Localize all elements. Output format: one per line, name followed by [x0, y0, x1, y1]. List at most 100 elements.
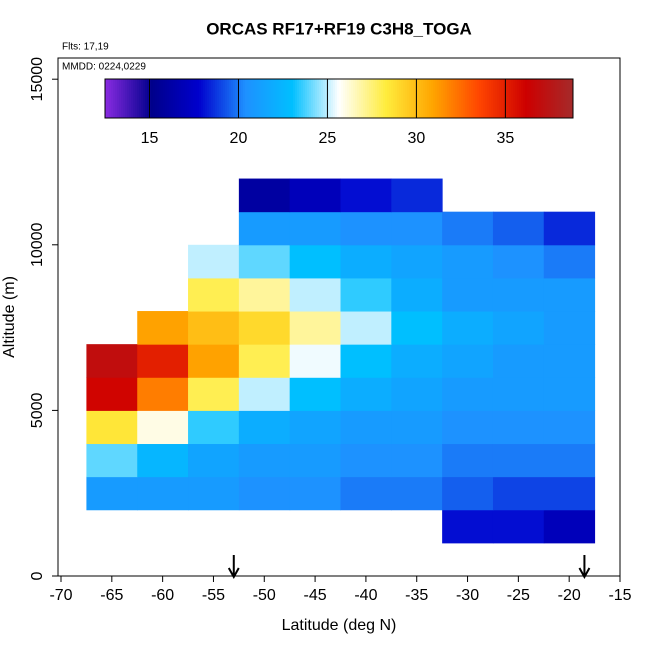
heatmap-cell	[137, 476, 189, 511]
heatmap-cell	[391, 277, 443, 312]
heatmap-cell	[188, 344, 240, 378]
heatmap-cell	[442, 211, 494, 246]
colorbar-swatch	[395, 79, 398, 118]
colorbar-swatch	[173, 79, 176, 118]
colorbar-swatch	[391, 79, 394, 118]
colorbar-swatch	[175, 79, 178, 118]
colorbar-swatch	[135, 79, 138, 118]
colorbar-swatch	[171, 79, 174, 118]
colorbar-swatch	[335, 79, 338, 118]
colorbar-swatch	[533, 79, 536, 118]
heatmap-cell	[340, 211, 392, 246]
colorbar-swatch	[455, 79, 458, 118]
y-tick-label: 0	[29, 571, 46, 580]
heatmap-cell	[86, 410, 138, 445]
colorbar-swatch	[423, 79, 426, 118]
arrow-marker	[227, 555, 240, 580]
colorbar-swatch	[253, 79, 256, 118]
colorbar-swatch	[247, 79, 250, 118]
heatmap-cell	[238, 443, 291, 478]
colorbar-swatch	[535, 79, 538, 118]
heatmap-cell	[340, 476, 392, 511]
colorbar-swatch	[543, 79, 546, 118]
heatmap-cell	[543, 410, 596, 445]
colorbar-tick-label: 20	[230, 130, 248, 147]
colorbar-swatch	[117, 79, 120, 118]
heatmap-cell	[137, 311, 189, 345]
colorbar-swatch	[545, 79, 548, 118]
colorbar-swatch	[193, 79, 196, 118]
colorbar-swatch	[485, 79, 488, 118]
colorbar-swatch	[401, 79, 404, 118]
heatmap-cell	[492, 211, 545, 246]
colorbar-swatch	[319, 79, 322, 118]
colorbar-swatch	[459, 79, 462, 118]
colorbar-swatch	[403, 79, 406, 118]
heatmap-cell	[188, 476, 240, 511]
colorbar-swatch	[255, 79, 258, 118]
y-tick-label: 15000	[29, 57, 46, 102]
colorbar-swatch	[195, 79, 198, 118]
colorbar-swatch	[547, 79, 550, 118]
colorbar-swatch	[225, 79, 228, 118]
heatmap-cell	[442, 377, 494, 411]
colorbar-swatch	[337, 79, 340, 118]
colorbar-swatch	[233, 79, 236, 118]
colorbar-swatch	[469, 79, 472, 118]
colorbar-swatch	[273, 79, 276, 118]
heatmap-cell	[238, 244, 291, 279]
colorbar-swatch	[167, 79, 170, 118]
heatmap-cell	[340, 311, 392, 345]
colorbar-swatch	[205, 79, 208, 118]
colorbar-swatch	[307, 79, 310, 118]
colorbar-swatch	[503, 79, 506, 118]
annotation: Flts: 17,19	[62, 42, 109, 53]
colorbar-swatch	[569, 79, 572, 118]
colorbar-swatch	[249, 79, 252, 118]
heatmap-cell	[492, 509, 545, 544]
colorbar-swatch	[385, 79, 388, 118]
colorbar-swatch	[453, 79, 456, 118]
annotation: MMDD: 0224,0229	[62, 62, 146, 73]
colorbar-swatch	[429, 79, 432, 118]
x-tick-label: -45	[304, 587, 327, 604]
heatmap-cell	[492, 311, 545, 345]
colorbar-swatch	[349, 79, 352, 118]
heatmap-cell	[391, 211, 443, 246]
colorbar-swatch	[375, 79, 378, 118]
colorbar-swatch	[267, 79, 270, 118]
heatmap-cell	[238, 410, 291, 445]
colorbar-swatch	[405, 79, 408, 118]
colorbar-swatch	[411, 79, 414, 118]
colorbar-swatch	[321, 79, 324, 118]
colorbar-swatch	[157, 79, 160, 118]
colorbar-swatch	[241, 79, 244, 118]
colorbar-swatch	[105, 79, 108, 118]
colorbar-swatch	[541, 79, 544, 118]
colorbar-swatch	[389, 79, 392, 118]
colorbar-swatch	[323, 79, 326, 118]
colorbar-swatch	[131, 79, 134, 118]
x-tick-label: -35	[405, 587, 428, 604]
colorbar-swatch	[413, 79, 416, 118]
colorbar-swatch	[567, 79, 570, 118]
colorbar-swatch	[181, 79, 184, 118]
colorbar-swatch	[551, 79, 554, 118]
heatmap-cell	[340, 410, 392, 445]
heatmap-cell	[289, 244, 341, 279]
colorbar-swatch	[353, 79, 356, 118]
colorbar-swatch	[439, 79, 442, 118]
colorbar-swatch	[443, 79, 446, 118]
colorbar-swatch	[305, 79, 308, 118]
colorbar-swatch	[279, 79, 282, 118]
colorbar-swatch	[191, 79, 194, 118]
colorbar-swatch	[359, 79, 362, 118]
colorbar-swatch	[519, 79, 522, 118]
x-tick-label: -55	[202, 587, 225, 604]
colorbar-swatch	[177, 79, 180, 118]
heatmap-cell	[442, 443, 494, 478]
heatmap-cell	[543, 476, 596, 511]
heatmap-cell	[340, 344, 392, 378]
colorbar-swatch	[371, 79, 374, 118]
colorbar-tick-label: 15	[141, 130, 159, 147]
